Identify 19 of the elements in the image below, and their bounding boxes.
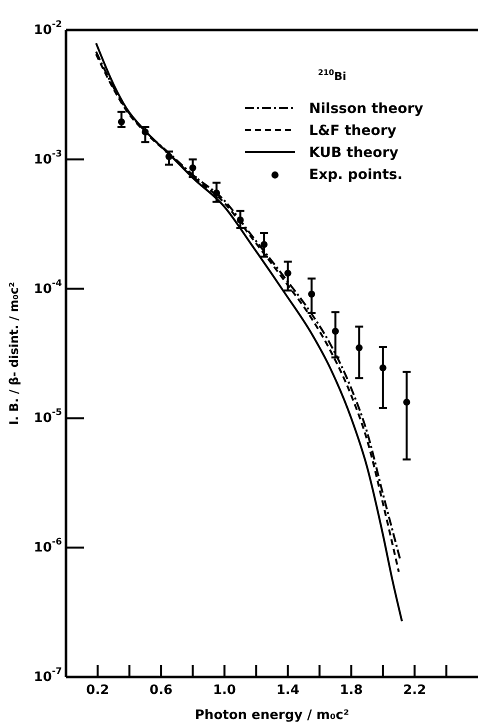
y-axis-title: I. B. / β- disint. / m₀c² — [7, 282, 21, 426]
x-tick-label: 0.6 — [150, 683, 173, 698]
legend-label: Nilsson theory — [309, 101, 424, 117]
legend-label: Exp. points. — [309, 167, 403, 183]
annotation: $^{210}$Bi — [318, 68, 346, 83]
legend-label: KUB theory — [309, 145, 398, 161]
x-tick-label: 2.2 — [403, 683, 426, 698]
y-tick-label: 10$^{-4}$ — [34, 278, 62, 296]
y-tick-label: 10$^{-7}$ — [34, 667, 62, 684]
x-axis-title: Photon energy / m₀c² — [194, 708, 350, 723]
y-tick-label: 10$^{-6}$ — [34, 538, 62, 556]
x-tick-label: 0.2 — [86, 683, 110, 698]
y-tick-label: 10$^{-3}$ — [34, 149, 62, 167]
y-tick-label: 10$^{-5}$ — [34, 408, 62, 426]
x-tick-label: 1.4 — [276, 683, 300, 698]
x-tick-label: 1.8 — [340, 683, 363, 698]
x-tick-label: 1.0 — [212, 683, 236, 698]
y-tick-label: 10$^{-2}$ — [34, 20, 62, 38]
legend-label: L&F theory — [309, 123, 396, 139]
